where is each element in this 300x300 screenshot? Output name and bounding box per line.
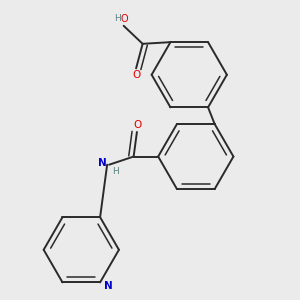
Text: O: O xyxy=(120,14,128,24)
Text: H: H xyxy=(114,14,120,23)
Text: O: O xyxy=(133,70,141,80)
Text: N: N xyxy=(98,158,107,168)
Text: H: H xyxy=(112,167,119,176)
Text: O: O xyxy=(134,121,142,130)
Text: N: N xyxy=(104,280,113,291)
